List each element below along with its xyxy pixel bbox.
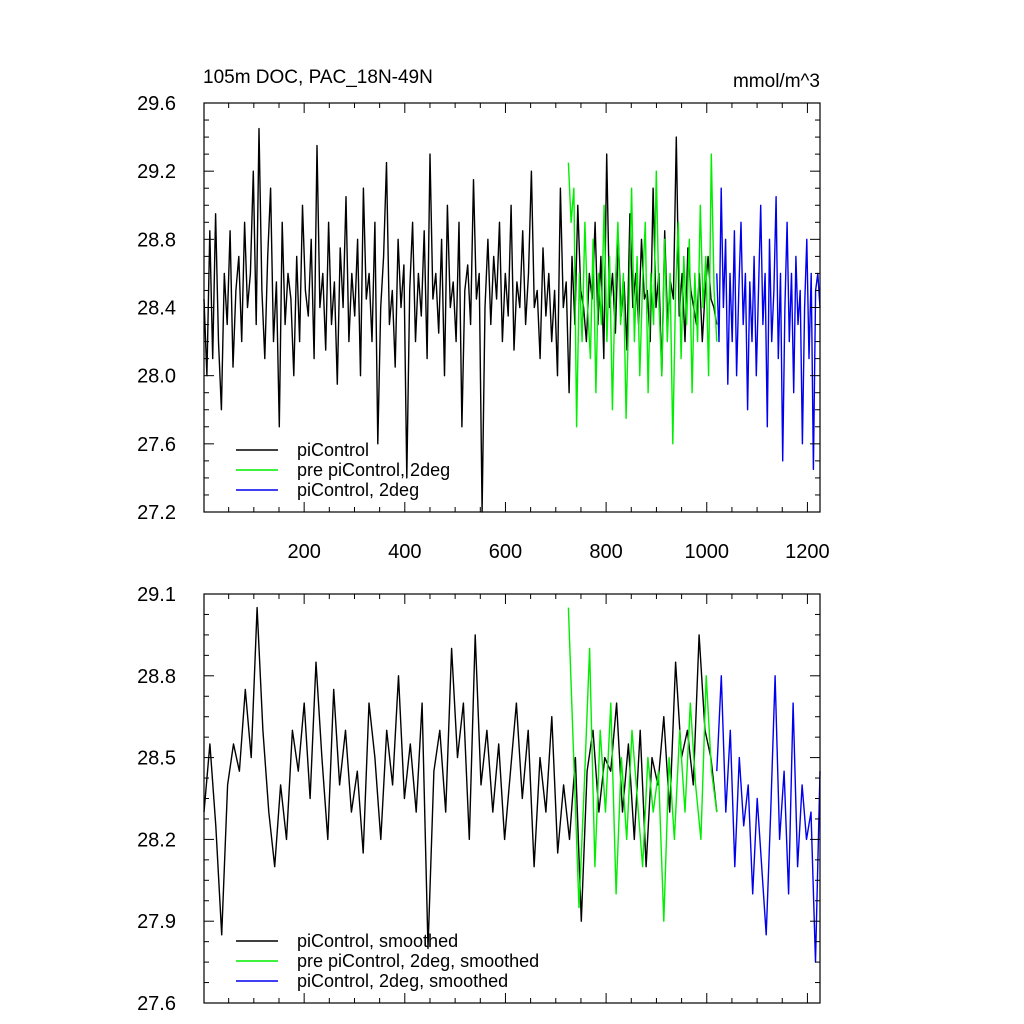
legend-label: piControl, smoothed	[297, 931, 458, 951]
x-tick-label: 400	[388, 541, 421, 563]
x-tick-label: 200	[287, 541, 320, 563]
series-line-3	[716, 187, 821, 471]
legend-label: piControl, 2deg, smoothed	[297, 971, 508, 991]
series-line-2	[567, 153, 718, 445]
y-tick-label: 28.4	[137, 298, 176, 320]
y-tick-label: 29.2	[137, 161, 176, 183]
y-tick-label: 28.5	[137, 748, 176, 770]
x-tick-label: 800	[589, 541, 622, 563]
y-tick-label: 28.8	[137, 666, 176, 688]
legend-label: pre piControl, 2deg, smoothed	[297, 951, 539, 971]
y-tick-label: 28.8	[137, 229, 176, 251]
series-line-2	[567, 607, 718, 922]
y-tick-label: 28.2	[137, 829, 176, 851]
series-line-1	[203, 127, 718, 513]
y-tick-label: 27.2	[137, 502, 176, 524]
x-tick-label: 1200	[785, 541, 830, 563]
x-tick-label: 1000	[685, 541, 730, 563]
top-panel: 200 400 600 800 1000 1200 27.2 27.6 28.0 28.4 28.8…	[137, 93, 830, 563]
legend-label: pre piControl, 2deg	[297, 460, 450, 480]
y-tick-label: 27.9	[137, 911, 176, 933]
legend-label: piControl, 2deg	[297, 480, 419, 500]
series-line-3	[716, 675, 821, 963]
figure-title: 105m DOC, PAC_18N-49N	[203, 67, 433, 88]
y-tick-label: 29.6	[137, 93, 176, 115]
y-tick-label: 28.0	[137, 366, 176, 388]
y-tick-label: 27.6	[137, 434, 176, 456]
bottom-panel: 27.6 27.9 28.2 28.5 28.8 29.1 piControl, smoot…	[137, 584, 821, 1015]
figure-units: mmol/m^3	[733, 71, 820, 92]
legend-label: piControl	[297, 440, 369, 460]
series-line-1	[203, 606, 718, 950]
y-tick-label: 27.6	[137, 993, 176, 1015]
x-tick-label: 600	[489, 541, 522, 563]
y-tick-label: 29.1	[137, 584, 176, 606]
